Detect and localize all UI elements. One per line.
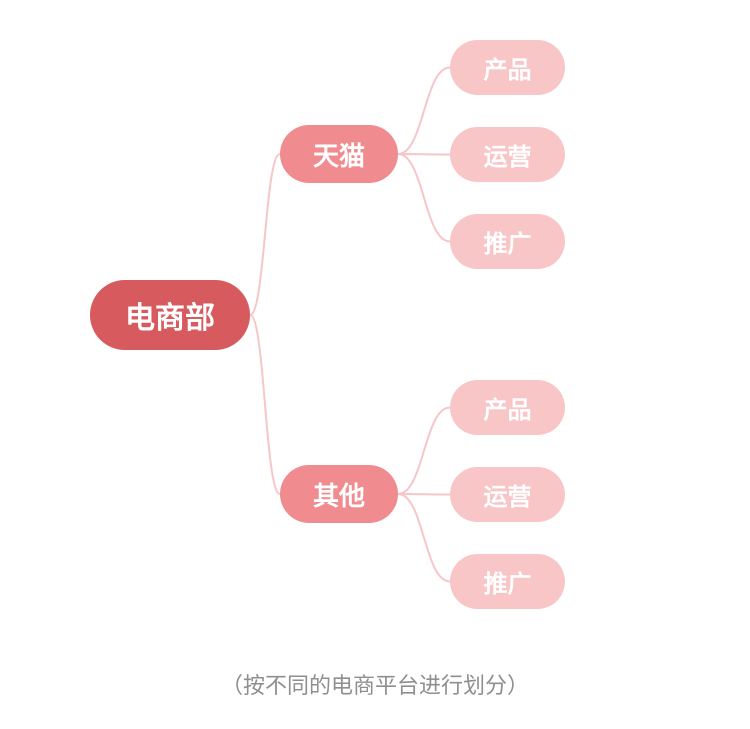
edge — [398, 408, 450, 495]
node-label: 推广 — [484, 224, 532, 259]
node-tmall-ops: 运营 — [450, 127, 565, 182]
node-label: 其他 — [313, 476, 365, 513]
edge — [398, 154, 450, 242]
node-tmall-marketing: 推广 — [450, 214, 565, 269]
edge — [250, 315, 280, 494]
node-other: 其他 — [280, 465, 398, 523]
node-label: 产品 — [484, 50, 532, 85]
mindmap-canvas: 电商部 天猫 其他 产品 运营 推广 产品 运营 推广 （按不同的电商平台进行划… — [0, 0, 750, 729]
node-label: 天猫 — [313, 136, 365, 173]
node-tmall-product: 产品 — [450, 40, 565, 95]
node-other-ops: 运营 — [450, 467, 565, 522]
node-label: 运营 — [484, 137, 532, 172]
node-label: 产品 — [484, 390, 532, 425]
node-other-marketing: 推广 — [450, 554, 565, 609]
node-other-product: 产品 — [450, 380, 565, 435]
edge — [398, 494, 450, 582]
node-label: 推广 — [484, 564, 532, 599]
edge — [398, 68, 450, 155]
edge — [398, 494, 450, 495]
node-label: 运营 — [484, 477, 532, 512]
node-root: 电商部 — [90, 280, 250, 350]
edge-layer — [0, 0, 750, 729]
edge — [250, 154, 280, 315]
node-label: 电商部 — [125, 293, 215, 337]
caption: （按不同的电商平台进行划分） — [0, 668, 750, 700]
edge — [398, 154, 450, 155]
caption-text: （按不同的电商平台进行划分） — [221, 673, 529, 698]
node-tmall: 天猫 — [280, 125, 398, 183]
